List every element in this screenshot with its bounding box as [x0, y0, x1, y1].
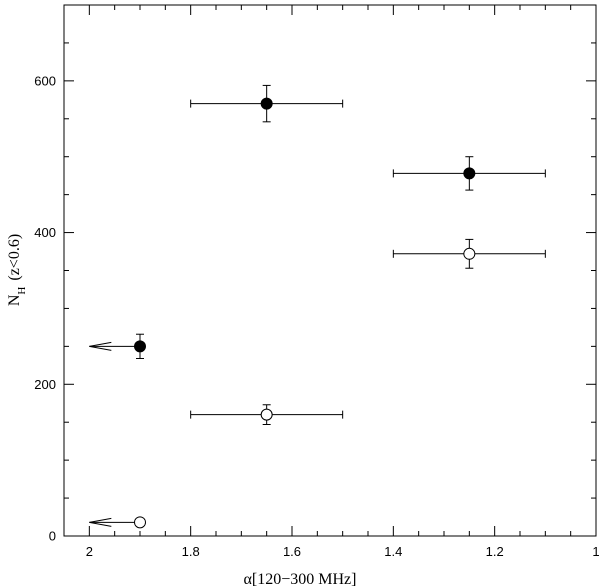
open-data-point [134, 516, 146, 529]
open-data-point [260, 408, 273, 421]
limit-arrow-head [89, 341, 112, 351]
x-axis-ticks [63, 5, 597, 536]
x-axis-label: α[120−300 MHz] [244, 571, 357, 587]
filled-data-point [260, 97, 273, 110]
y-axis-label-suffix: (z<0.6) [6, 234, 23, 281]
y-axis-tick-labels: 0 200 400 600 [34, 73, 56, 543]
data-point-group [89, 516, 146, 529]
data-point-group [190, 84, 344, 123]
plot-frame [63, 4, 597, 537]
y-tick-label: 0 [49, 529, 56, 544]
x-tick-label: 1 [592, 544, 599, 559]
data-point-group [190, 404, 344, 425]
filled-data-point [463, 167, 476, 180]
data-marks [89, 84, 546, 529]
y-axis-label: NH (z<0.6) [6, 234, 28, 306]
y-axis-label-sub: H [16, 287, 28, 295]
x-tick-label: 1.6 [283, 544, 301, 559]
open-data-point [463, 247, 476, 260]
filled-data-point [134, 340, 146, 353]
y-tick-label: 600 [34, 73, 56, 88]
x-tick-label: 1.2 [486, 544, 504, 559]
y-axis-label-main: N [6, 294, 23, 306]
y-tick-label: 400 [34, 225, 56, 240]
x-tick-label: 1.8 [182, 544, 200, 559]
x-tick-label: 2 [86, 544, 93, 559]
y-axis-ticks [64, 4, 596, 537]
data-point-group [89, 333, 146, 359]
x-axis-tick-labels: 2 1.8 1.6 1.4 1.2 1 [86, 544, 599, 559]
data-point-group [392, 238, 546, 269]
y-tick-label: 200 [34, 377, 56, 392]
data-point-group [392, 156, 546, 191]
limit-arrow-head [89, 517, 112, 527]
x-tick-label: 1.4 [384, 544, 402, 559]
